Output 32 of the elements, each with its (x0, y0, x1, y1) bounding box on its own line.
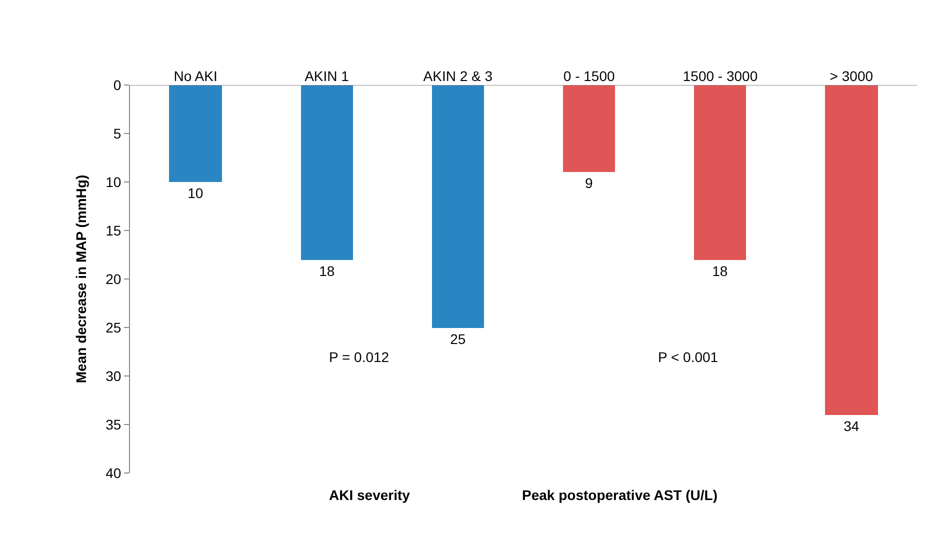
x-tick-label: AKIN 2 & 3 (423, 68, 493, 84)
data-label: 9 (585, 175, 593, 191)
data-label: 18 (319, 263, 335, 279)
annotation: P = 0.012 (329, 349, 390, 365)
y-tick-label: 35 (106, 416, 122, 432)
y-tick-label: 20 (106, 270, 122, 287)
bar (169, 85, 222, 182)
bar (301, 85, 353, 260)
data-label: 25 (450, 331, 466, 347)
y-tick-label: 5 (113, 125, 122, 142)
y-tick-label: 10 (106, 174, 122, 190)
bar (563, 85, 615, 172)
y-axis-title: Mean decrease in MAP (mmHg) (73, 174, 90, 384)
data-label: 18 (712, 263, 728, 279)
data-label: 10 (188, 185, 204, 201)
x-tick-label: 0 - 1500 (563, 68, 615, 84)
bar (694, 85, 746, 260)
annotation: P < 0.001 (658, 349, 718, 365)
y-tick-label: 30 (106, 368, 122, 384)
y-tick-label: 15 (106, 222, 122, 238)
x-tick-label: No AKI (174, 68, 218, 84)
data-label: 34 (844, 418, 860, 434)
y-tick-label: 25 (106, 319, 122, 336)
text: Peak postoperative AST (U/L) (522, 487, 718, 503)
y-tick-label: 0 (113, 76, 122, 93)
text: AKI severity (329, 487, 410, 503)
y-tick-label: 40 (106, 464, 122, 481)
x-tick-label: AKIN 1 (304, 68, 350, 84)
x-tick-label: > 3000 (830, 68, 874, 84)
bar (432, 85, 484, 328)
bar (825, 85, 878, 415)
x-tick-label: 1500 - 3000 (682, 68, 758, 84)
